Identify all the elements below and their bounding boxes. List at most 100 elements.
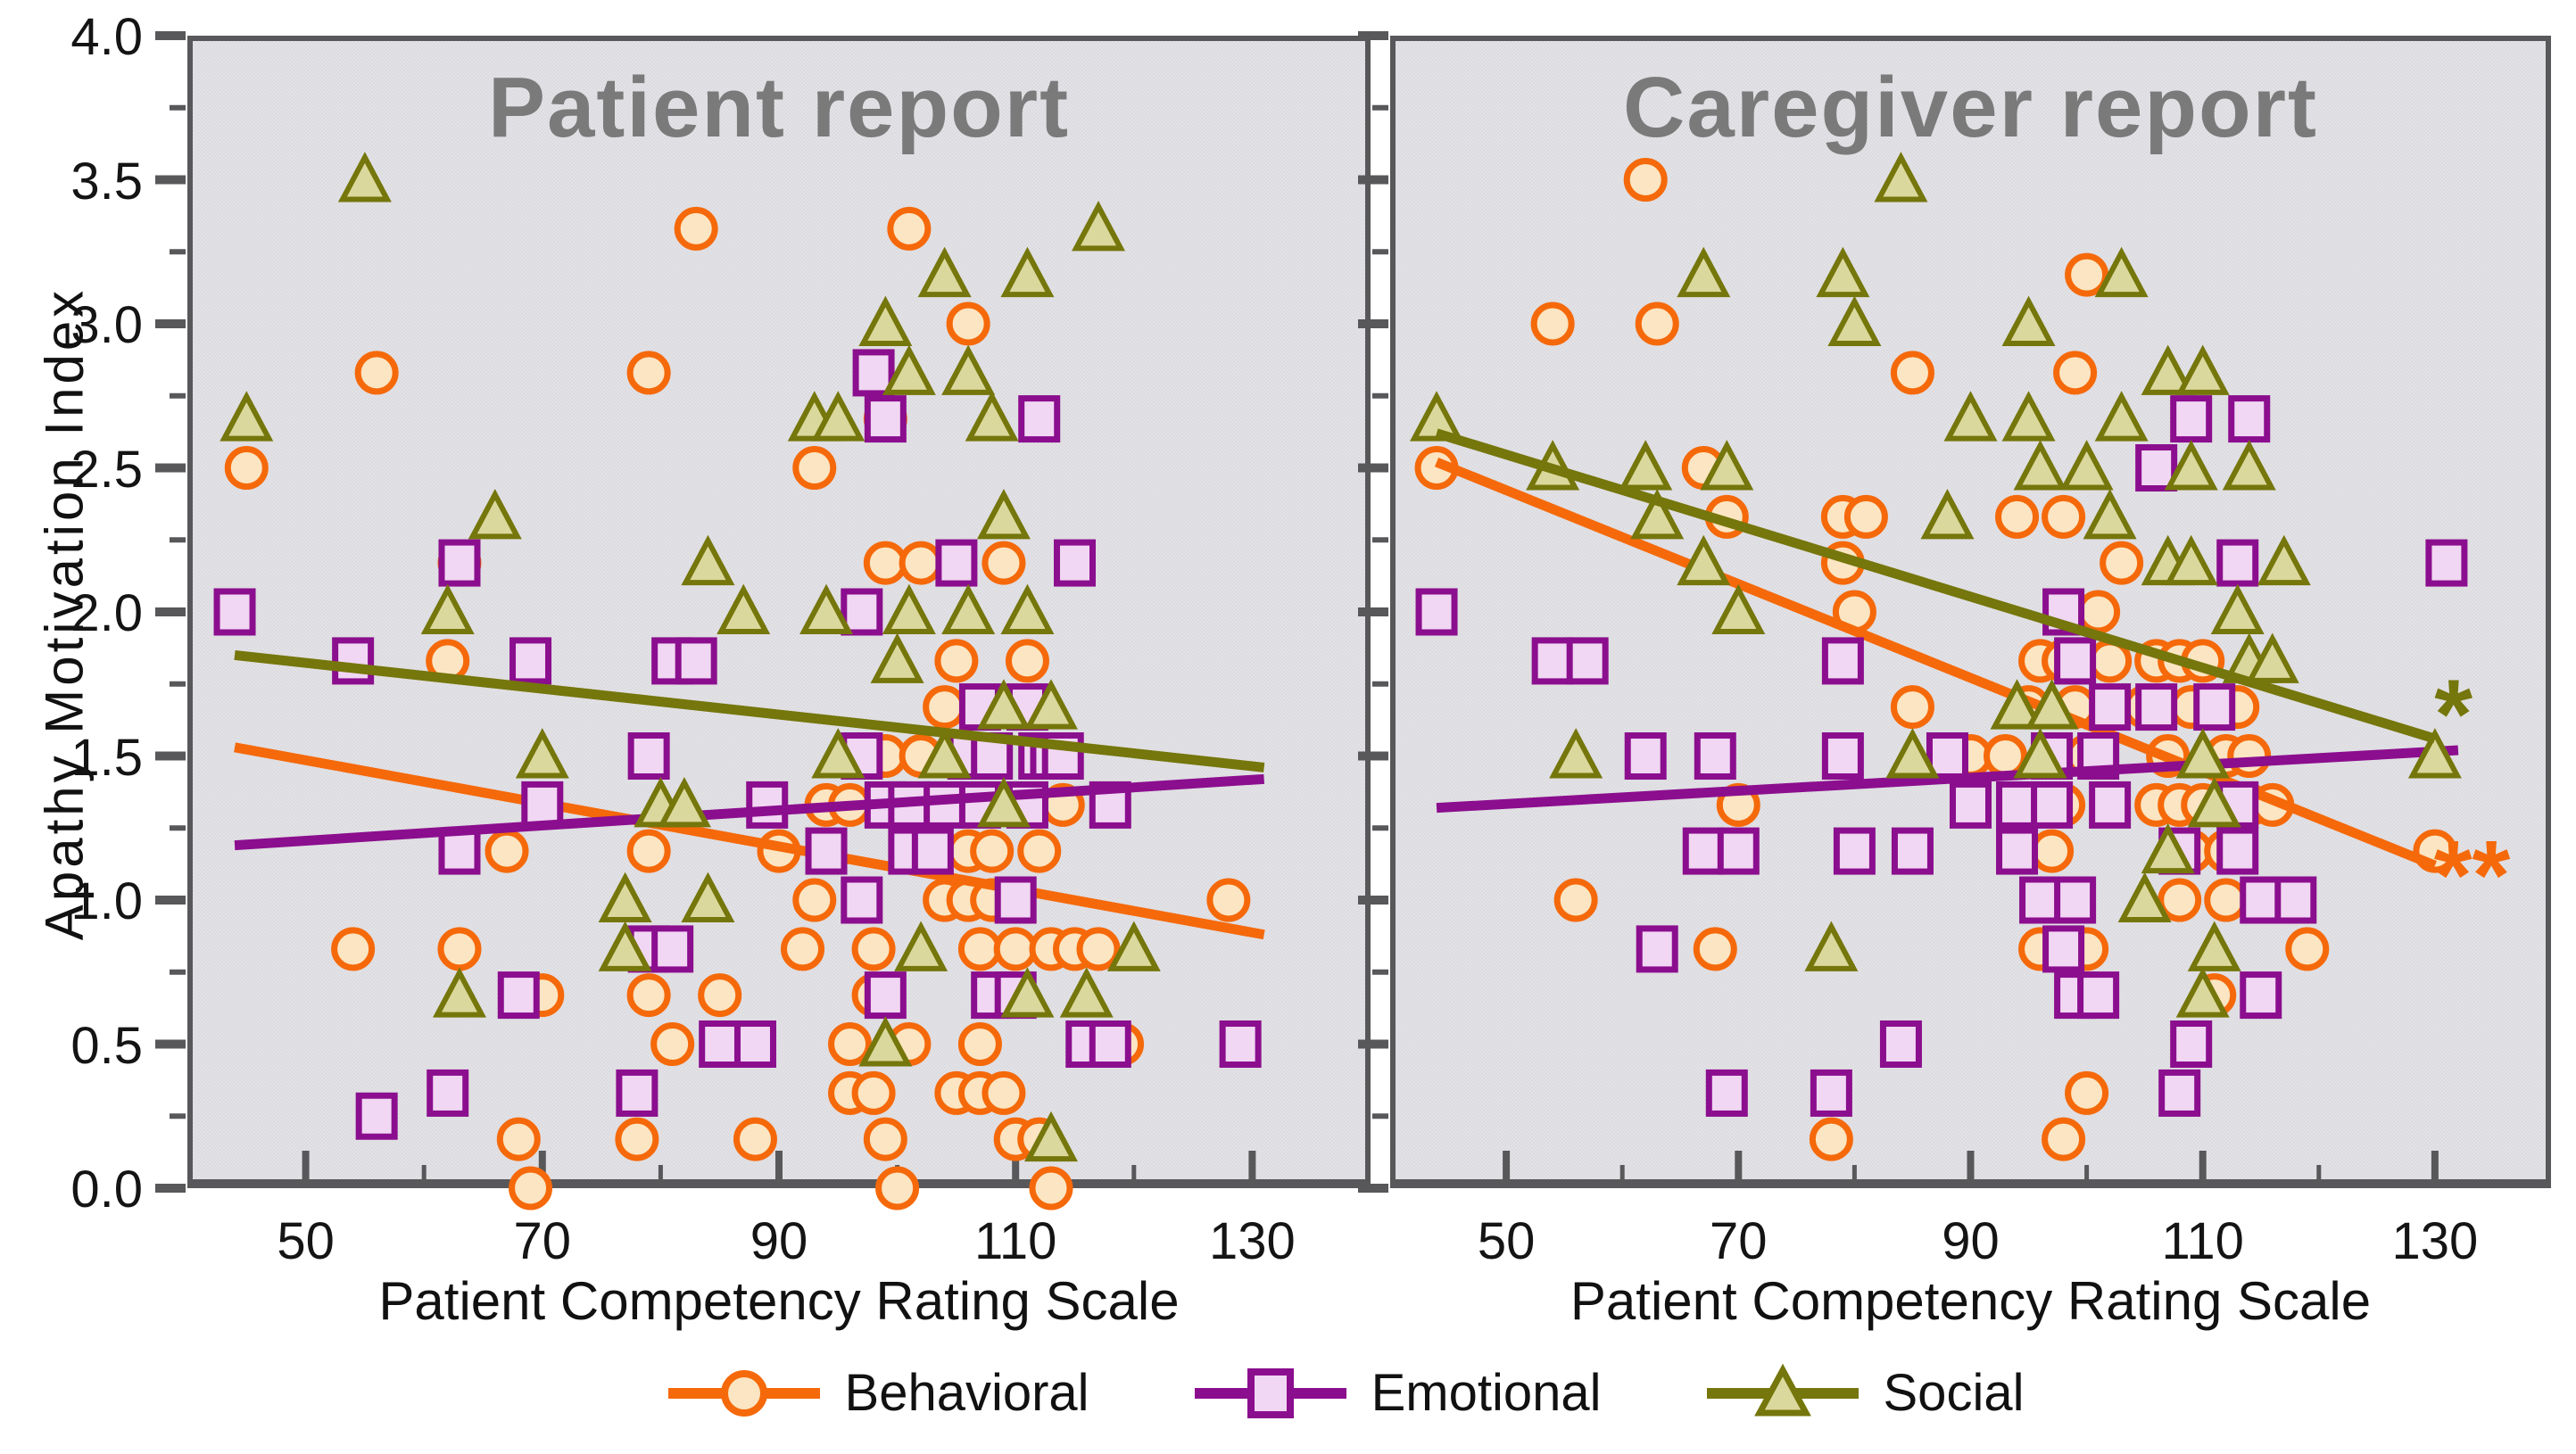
data-point-emotional <box>2031 781 2074 829</box>
data-point-social <box>1023 1111 1078 1162</box>
data-point-social <box>976 777 1031 828</box>
data-point-behavioral <box>733 1117 777 1161</box>
data-point-emotional <box>864 971 907 1020</box>
data-point-behavioral <box>2076 590 2121 634</box>
data-point-emotional <box>746 781 789 829</box>
plot-area-patient-report <box>155 31 1371 1210</box>
data-point-behavioral <box>863 541 907 585</box>
data-point-behavioral <box>698 973 742 1018</box>
data-point-behavioral <box>1635 302 1679 346</box>
data-point-behavioral <box>1809 1117 1853 1161</box>
data-point-social <box>941 583 996 634</box>
data-point-social <box>1700 440 1754 491</box>
data-point-social <box>337 152 392 202</box>
plot-frame <box>187 36 1371 1188</box>
data-point-behavioral <box>354 351 399 395</box>
data-point-emotional <box>2170 1020 2213 1068</box>
data-point-behavioral <box>851 927 896 971</box>
data-point-social <box>1023 679 1078 730</box>
data-point-emotional <box>2216 539 2259 587</box>
data-point-emotional <box>2240 971 2282 1020</box>
data-point-behavioral <box>957 1022 1002 1066</box>
x-tick-label: 70 <box>513 1212 572 1270</box>
data-point-emotional <box>1996 781 2039 829</box>
data-point-social <box>432 967 486 1018</box>
data-point-emotional <box>2042 925 2085 973</box>
data-point-emotional <box>1566 637 1609 685</box>
y-tick-label: 1.5 <box>70 728 143 787</box>
data-point-emotional <box>213 588 256 636</box>
trend-line-behavioral <box>234 742 1265 940</box>
data-point-behavioral <box>2042 1117 2086 1161</box>
x-tick-label: 90 <box>1942 1212 2000 1270</box>
trend-line-emotional <box>1436 745 2459 814</box>
data-point-emotional <box>1705 1069 1748 1117</box>
data-point-social <box>1000 246 1055 298</box>
data-point-social <box>1816 246 1870 298</box>
data-point-emotional <box>1018 395 1061 443</box>
data-point-social <box>468 489 522 540</box>
data-point-social <box>2164 440 2218 491</box>
legend-item-social: Social <box>1706 1363 2024 1423</box>
data-point-social <box>2164 534 2218 586</box>
legend-label-emotional: Emotional <box>1371 1364 1602 1422</box>
data-point-behavioral <box>923 685 967 730</box>
x-tick-label: 110 <box>973 1212 1057 1270</box>
data-point-social <box>2141 344 2195 395</box>
trend-line-social <box>1435 428 2437 744</box>
data-point-emotional <box>675 637 717 685</box>
data-point-social <box>1874 152 1928 202</box>
data-point-emotional <box>841 876 883 924</box>
data-point-emotional <box>627 732 670 780</box>
y-tick-label: 3.0 <box>70 296 143 354</box>
data-point-emotional <box>1682 827 1725 875</box>
data-point-emotional <box>1219 1020 1262 1068</box>
data-point-emotional <box>509 637 552 685</box>
data-point-social <box>420 583 475 634</box>
legend-item-emotional: Emotional <box>1194 1363 1602 1423</box>
data-point-behavioral <box>970 829 1015 873</box>
data-point-emotional <box>852 349 895 397</box>
y-tick-label: 3.5 <box>70 152 143 211</box>
data-point-behavioral <box>934 639 979 683</box>
data-point-behavioral <box>2204 878 2249 922</box>
data-point-behavioral <box>781 927 825 971</box>
data-point-social <box>681 534 735 586</box>
data-point-emotional <box>1624 732 1667 780</box>
x-tick-label: 130 <box>1209 1212 1296 1270</box>
data-point-social <box>1827 295 1882 346</box>
data-point-behavioral <box>496 1117 541 1161</box>
data-point-social <box>917 728 972 779</box>
y-tick-label: 1.0 <box>70 872 143 930</box>
data-point-emotional <box>699 1020 741 1068</box>
data-point-emotional <box>616 1069 658 1117</box>
data-point-behavioral <box>2042 494 2086 539</box>
data-point-social <box>2141 822 2195 874</box>
data-point-behavioral <box>224 446 269 490</box>
data-point-emotional <box>1833 827 1876 875</box>
y-tick-label: 4.0 <box>70 8 143 66</box>
y-tick-label: 2.5 <box>70 440 143 499</box>
data-point-emotional <box>864 395 907 443</box>
data-point-social <box>2187 777 2241 828</box>
data-point-emotional <box>438 539 481 587</box>
significance-asterisk: * <box>2434 659 2472 769</box>
data-point-behavioral <box>485 829 529 873</box>
data-point-behavioral <box>899 541 943 585</box>
data-point-emotional <box>1694 732 1736 780</box>
data-point-behavioral <box>1843 494 1888 539</box>
plot-area-caregiver-report: *** <box>1358 31 2551 1193</box>
data-point-emotional <box>1879 1020 1922 1068</box>
data-point-social <box>1943 391 1998 442</box>
data-point-social <box>1000 967 1055 1018</box>
legend-square-marker <box>1247 1367 1294 1418</box>
data-point-social <box>2210 583 2265 634</box>
data-point-behavioral <box>946 302 990 346</box>
y-tick-label: 0.5 <box>70 1016 143 1075</box>
data-point-emotional <box>651 925 694 973</box>
data-point-behavioral <box>331 927 376 971</box>
data-point-emotional <box>2193 683 2236 731</box>
data-point-behavioral <box>875 1166 920 1210</box>
legend: Behavioral Emotional Social <box>0 1363 2576 1423</box>
x-axis-title-left: Patient Competency Rating Scale <box>378 1271 1180 1331</box>
